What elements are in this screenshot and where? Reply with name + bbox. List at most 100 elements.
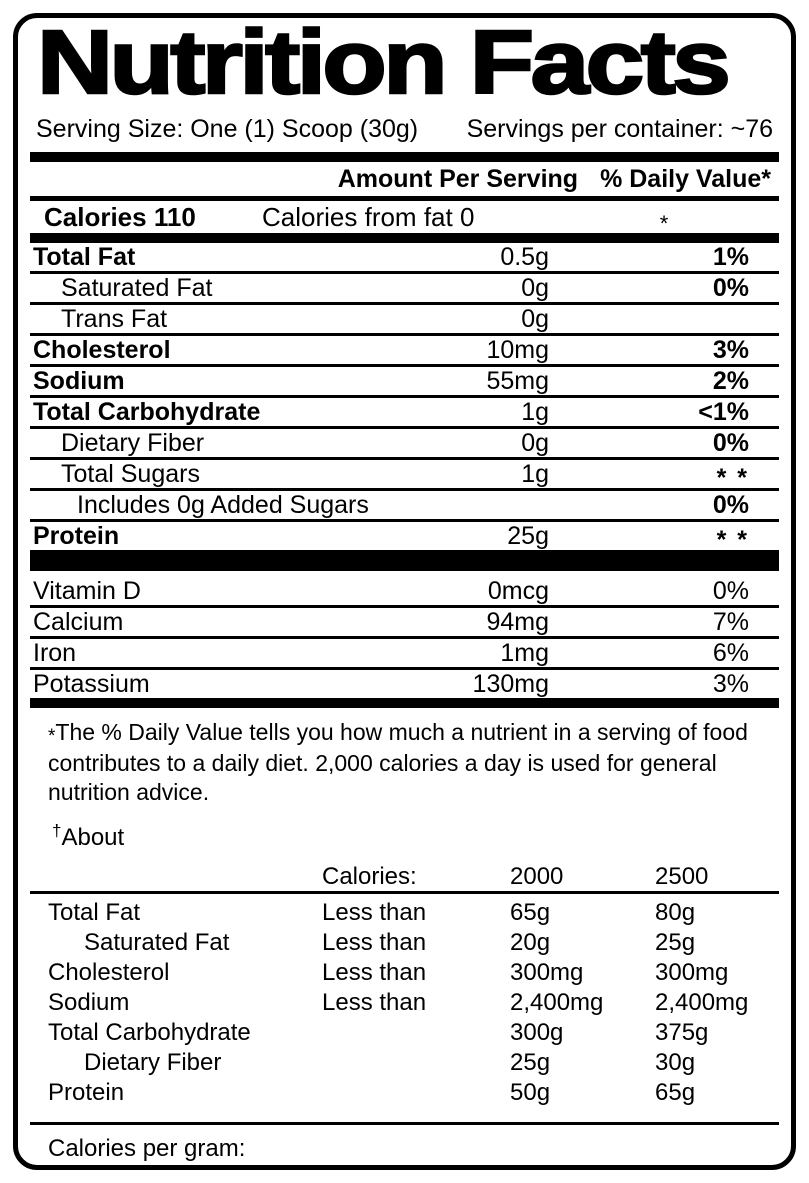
nutrient-dv-stars: * *: [716, 463, 749, 492]
ref-qualifier: Less than: [322, 989, 427, 1016]
vitamin-name: Iron: [33, 638, 77, 667]
servings-per-container-text: Servings per container: ~76: [466, 115, 773, 143]
ref-header-2000: 2000: [510, 862, 564, 890]
nutrient-name: Total Sugars: [61, 459, 200, 488]
daily-value-header: % Daily Value*: [600, 164, 771, 193]
nutrient-name: Trans Fat: [61, 304, 168, 333]
nutrient-name: Sodium: [33, 366, 125, 395]
vitamin-amount: 130mg: [472, 669, 549, 698]
table-row-total-sugars: Total Sugars 1g * *: [30, 459, 779, 492]
vitamin-dv: 0%: [712, 576, 749, 605]
ref-value-2000: 25g: [510, 1049, 551, 1076]
serving-size-text: Serving Size: One (1) Scoop (30g): [36, 115, 419, 143]
nutrient-amount: 0g: [521, 428, 549, 457]
table-row-dietary-fiber: Dietary Fiber 0g 0%: [30, 429, 779, 460]
serving-info-row: Serving Size: One (1) Scoop (30g) Servin…: [30, 108, 779, 152]
nutrient-name: Includes 0g Added Sugars: [77, 490, 369, 519]
separator-bar-vitamins: [30, 698, 779, 708]
ref-value-2500: 2,400mg: [655, 989, 749, 1016]
nutrient-dv-stars: * *: [716, 525, 749, 554]
ref-value-2500: 30g: [655, 1049, 696, 1076]
calories-row: Calories 110 Calories from fat 0 *: [30, 201, 779, 236]
ref-header-calories: Calories:: [322, 862, 417, 890]
table-row-saturated-fat: Saturated Fat 0g 0%: [30, 274, 779, 305]
ref-value-2000: 300g: [510, 1019, 564, 1046]
nutrition-label: Nutrition Facts Serving Size: One (1) Sc…: [13, 13, 796, 1170]
table-row-sodium: Sodium 55mg 2%: [30, 367, 779, 398]
table-row-iron: Iron 1mg 6%: [30, 639, 779, 670]
ref-value-2000: 2,400mg: [510, 989, 604, 1016]
table-row-vitamin-d: Vitamin D 0mcg 0%: [30, 577, 779, 608]
label-content: Nutrition Facts Serving Size: One (1) Sc…: [18, 18, 791, 1170]
vitamin-name: Calcium: [33, 607, 124, 636]
ref-value-2500: 80g: [655, 899, 696, 926]
nutrient-name: Protein: [33, 521, 120, 550]
ref-row-sodium: Sodium Less than 2,400mg 2,400mg: [30, 988, 779, 1018]
separator-line-cpg: [30, 1122, 779, 1125]
table-row-potassium: Potassium 130mg 3%: [30, 670, 779, 698]
ref-name: Protein: [48, 1079, 125, 1106]
about-text: About: [61, 824, 125, 851]
column-header-row: Amount Per Serving % Daily Value*: [30, 162, 779, 196]
ref-row-total-carbohydrate: Total Carbohydrate 300g 375g: [30, 1018, 779, 1048]
ref-value-2000: 300mg: [510, 959, 584, 986]
nutrient-amount: 1g: [521, 397, 549, 426]
nutrient-amount: 0g: [521, 304, 549, 333]
nutrient-name: Total Carbohydrate: [33, 397, 261, 426]
nutrient-name: Total Fat: [33, 242, 136, 271]
reference-table-header: Calories: 2000 2500: [30, 862, 779, 894]
nutrient-amount: 0g: [521, 273, 549, 302]
ref-row-dietary-fiber: Dietary Fiber 25g 30g: [30, 1048, 779, 1078]
daily-value-footnote: *The % Daily Value tells you how much a …: [30, 708, 779, 807]
label-title: Nutrition Facts: [36, 13, 733, 113]
separator-bar-calories: [30, 233, 779, 243]
ref-row-saturated-fat: Saturated Fat Less than 20g 25g: [30, 928, 779, 958]
ref-name: Total Fat: [48, 899, 141, 926]
calories-per-gram-row: Fat 9 Carbohydrate 4 Protein 4: [30, 1167, 779, 1170]
nutrients-table: Total Fat 0.5g 1% Saturated Fat 0g 0% Tr…: [30, 243, 779, 554]
separator-bar-protein: [30, 550, 779, 571]
ref-name: Cholesterol: [48, 959, 170, 986]
calories-per-gram-label: Calories per gram:: [48, 1135, 246, 1162]
footnote-text: The % Daily Value tells you how much a n…: [48, 719, 748, 805]
nutrient-name: Cholesterol: [33, 335, 171, 364]
nutrient-amount: 25g: [507, 521, 549, 550]
nutrient-name: Dietary Fiber: [61, 428, 205, 457]
nutrient-amount: 0.5g: [500, 242, 549, 271]
ref-value-2000: 65g: [510, 899, 551, 926]
nutrient-name: Saturated Fat: [61, 273, 213, 302]
separator-line-header: [30, 196, 779, 201]
vitamin-name: Potassium: [33, 669, 150, 698]
ref-header-2500: 2500: [655, 862, 709, 890]
reference-table: Calories: 2000 2500 Total Fat Less than …: [30, 862, 779, 1108]
ref-qualifier: Less than: [322, 929, 427, 956]
nutrient-amount: 10mg: [486, 335, 549, 364]
nutrient-amount: 55mg: [486, 366, 549, 395]
ref-row-cholesterol: Cholesterol Less than 300mg 300mg: [30, 958, 779, 988]
vitamin-dv: 7%: [712, 607, 749, 636]
nutrient-dv: 0%: [712, 273, 749, 302]
table-row-total-fat: Total Fat 0.5g 1%: [30, 243, 779, 274]
ref-qualifier: Less than: [322, 959, 427, 986]
ref-value-2500: 375g: [655, 1019, 709, 1046]
nutrient-dv: 1%: [712, 242, 749, 271]
ref-value-2000: 50g: [510, 1079, 551, 1106]
ref-row-total-fat: Total Fat Less than 65g 80g: [30, 898, 779, 928]
table-row-total-carbohydrate: Total Carbohydrate 1g <1%: [30, 398, 779, 429]
ref-name: Total Carbohydrate: [48, 1019, 251, 1046]
ref-qualifier: Less than: [322, 899, 427, 926]
vitamin-amount: 0mcg: [487, 576, 549, 605]
ref-name: Sodium: [48, 989, 130, 1016]
nutrient-amount: 1g: [521, 459, 549, 488]
vitamins-table: Vitamin D 0mcg 0% Calcium 94mg 7% Iron 1…: [30, 577, 779, 698]
vitamin-dv: 6%: [712, 638, 749, 667]
table-row-cholesterol: Cholesterol 10mg 3%: [30, 336, 779, 367]
table-row-trans-fat: Trans Fat 0g: [30, 305, 779, 336]
calories-label: Calories 110: [44, 201, 196, 232]
ref-value-2000: 20g: [510, 929, 551, 956]
amount-per-serving-header: Amount Per Serving: [337, 164, 579, 193]
nutrient-dv: 0%: [712, 428, 749, 457]
vitamin-name: Vitamin D: [33, 576, 141, 605]
vitamin-dv: 3%: [712, 669, 749, 698]
nutrient-dv: 3%: [712, 335, 749, 364]
